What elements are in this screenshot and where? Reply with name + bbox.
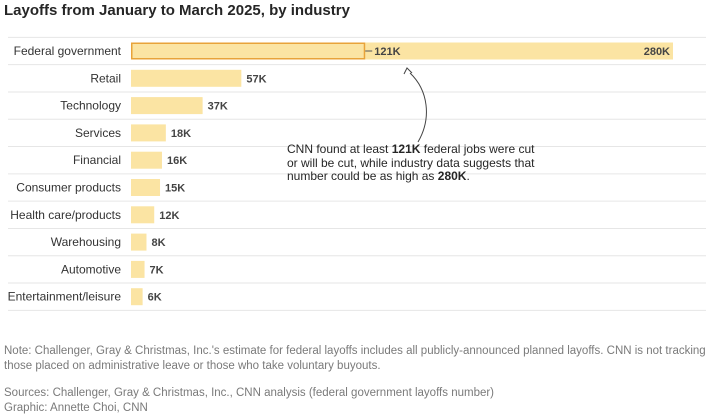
annotation-text: CNN found at least 121K federal jobs wer… — [287, 142, 547, 184]
category-label-warehousing: Warehousing — [51, 235, 121, 249]
annotation-arrow-line — [409, 72, 427, 143]
bar-federal-government — [131, 42, 673, 60]
bar-retail — [131, 69, 242, 87]
footnote: Note: Challenger, Gray & Christmas, Inc.… — [4, 345, 706, 372]
gridlines — [8, 36, 706, 311]
annotation-text-part: CNN found at least — [287, 142, 392, 156]
annotation-arrow-head — [403, 67, 413, 75]
value-label-retail: 57K — [246, 73, 266, 85]
category-label-financial: Financial — [73, 153, 121, 167]
bar-technology — [131, 97, 203, 115]
bar-chart: Federal government 280K 121K Retail 57K Techn… — [8, 36, 706, 311]
bar-financial — [131, 151, 162, 169]
sources-text: Sources: Challenger, Gray & Christmas, I… — [4, 387, 495, 399]
graphic-credit: Graphic: Annette Choi, CNN — [4, 402, 148, 414]
value-label-services: 18K — [171, 128, 191, 140]
annotation-arrow — [403, 67, 427, 143]
bar-entertainment-leisure — [131, 288, 143, 306]
annotation-bold-280k: 280K — [437, 169, 467, 183]
chart-title: Layoffs from January to March 2025, by i… — [4, 2, 350, 19]
category-label-health-care-products: Health care/products — [10, 208, 121, 222]
bars — [131, 42, 673, 306]
value-label-health-care-products: 12K — [159, 210, 179, 222]
value-label-entertainment-leisure: 6K — [148, 292, 162, 304]
bar-warehousing — [131, 233, 147, 251]
bar-health-care-products — [131, 206, 155, 224]
annotation-text-part: . — [466, 169, 470, 183]
category-label-technology: Technology — [60, 99, 121, 113]
labels: Federal government 280K 121K Retail 57K Techn… — [8, 44, 670, 304]
bar-automotive — [131, 260, 145, 278]
category-label-entertainment-leisure: Entertainment/leisure — [8, 290, 122, 304]
category-label-consumer-products: Consumer products — [16, 181, 121, 195]
value-label-technology: 37K — [208, 101, 228, 113]
category-label-automotive: Automotive — [61, 262, 121, 276]
highlight-value-label: 121K — [374, 46, 400, 58]
annotation-text-part: federal jobs were cut or will be cut, wh… — [287, 142, 535, 183]
category-label-federal-government: Federal government — [14, 44, 122, 58]
sources: Sources: Challenger, Gray & Christmas, I… — [4, 386, 706, 416]
value-label-automotive: 7K — [150, 264, 164, 276]
bar-services — [131, 124, 166, 142]
highlight-bar-121k — [131, 42, 366, 60]
value-label-warehousing: 8K — [151, 237, 165, 249]
category-label-services: Services — [75, 126, 121, 140]
value-label-consumer-products: 15K — [165, 183, 185, 195]
annotation-bold-121k: 121K — [391, 142, 421, 156]
category-label-retail: Retail — [90, 71, 121, 85]
value-label-financial: 16K — [167, 155, 187, 167]
value-label-federal-government: 280K — [644, 46, 670, 58]
bar-consumer-products — [131, 179, 161, 196]
